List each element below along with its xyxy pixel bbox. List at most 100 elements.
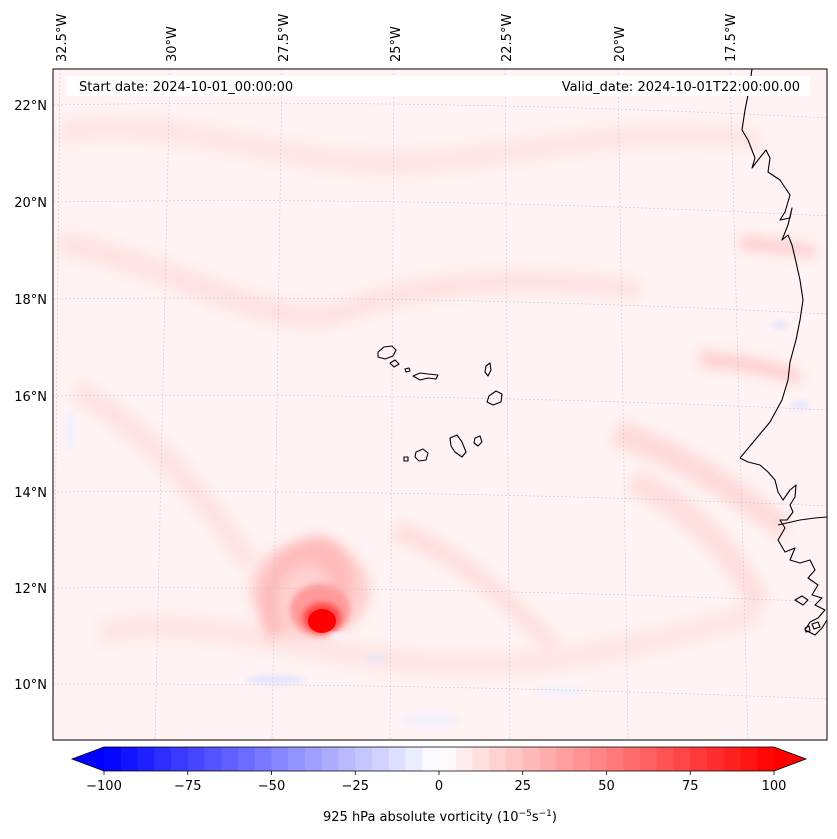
colorbar-segment [221,747,239,771]
island-sal [484,362,492,377]
map-panel: Start date: 2024-10-01_00:00:00 Valid_da… [52,68,828,741]
colorbar-ticks: −100 −75 −50 −25 0 25 50 75 100 [86,771,786,794]
colorbar-label-exp2: −1 [539,809,552,819]
lon-label-25W: 25°W [389,26,404,62]
colorbar-segment [455,747,473,771]
colorbar-segment [154,747,172,771]
island-sao-nicolau [412,372,439,381]
colorbar-segment [305,747,323,771]
colorbar-segment [506,747,524,771]
colorbar-segment [606,747,624,771]
colorbar-segment [355,747,373,771]
negative-vorticity-patch [535,685,585,695]
negative-vorticity-patch [245,675,305,685]
colorbar-label: 925 hPa absolute vorticity (10−5s−1) [323,809,557,825]
coast-gambia-inlet [777,516,828,526]
colorbar-segment [656,747,674,771]
vorticity-band [610,420,790,540]
colorbar-extend-min [72,747,104,771]
coast-senegal [739,457,828,636]
info-bar-background [66,76,810,96]
island-sao-vicente [389,359,400,368]
latitude-labels: 22°N 20°N 18°N 16°N 14°N 12°N 10°N [14,99,47,693]
cyclone-vortex [250,536,370,640]
colorbar-segment [254,747,272,771]
island-santo-antao [377,345,397,360]
lon-label-22-5W: 22.5°W [500,14,515,62]
colorbar-segment [723,747,741,771]
colorbar-segment [104,747,122,771]
negative-vorticity-patch [790,400,810,410]
colorbar-segment [388,747,406,771]
lat-label-10N: 10°N [14,678,47,693]
lat-label-14N: 14°N [14,486,47,501]
colorbar-segment [405,747,423,771]
lat-label-22N: 22°N [14,99,47,114]
colorbar-segment [539,747,557,771]
colorbar-segment [372,747,390,771]
start-date-label: Start date: 2024-10-01_00:00:00 [79,80,293,95]
colorbar-segment [472,747,490,771]
colorbar-segment [589,747,607,771]
vorticity-band [390,520,560,650]
colorbar-segment [673,747,691,771]
colorbar-segment [757,747,775,771]
colorbar-segment [640,747,658,771]
colorbar-segment [740,747,758,771]
colorbar-segment [489,747,507,771]
colorbar-segment [137,747,155,771]
colorbar-tick-label: −100 [86,779,122,794]
colorbar-segment [623,747,641,771]
longitude-labels: 32.5°W 30°W 27.5°W 25°W 22.5°W 20°W 17.5… [55,14,739,62]
colorbar-segment [338,747,356,771]
vorticity-shading [60,115,815,726]
colorbar-segment [120,747,138,771]
colorbar-label-exp1: −5 [519,809,532,819]
colorbar-label-mid: s [532,810,539,825]
colorbar-segment [522,747,540,771]
colorbar-segment [271,747,289,771]
vorticity-band [60,115,760,177]
valid-date-label: Valid_date: 2024-10-01T22:00:00.00 [562,80,800,95]
colorbar-tick-label: −50 [258,779,285,794]
colorbar-segment [321,747,339,771]
vortex-core [308,609,336,633]
colorbar-segment [556,747,574,771]
colorbar-tick-label: 100 [762,779,787,794]
coast-bijagos [794,595,821,633]
colorbar-segment [439,747,457,771]
negative-vorticity-patch [65,410,75,450]
colorbar-segment [171,747,189,771]
island-santiago [449,434,467,458]
cape-verde-islands [377,345,503,462]
colorbar-segment [204,747,222,771]
colorbar-segments [104,747,775,771]
colorbar-extend-max [774,747,806,771]
lat-label-16N: 16°N [14,390,47,405]
island-maio [473,435,483,447]
colorbar-tick-label: 0 [435,779,443,794]
vorticity-band [60,230,640,329]
vorticity-band [740,235,815,258]
lat-label-18N: 18°N [14,293,47,308]
colorbar-segment [187,747,205,771]
island-santa-luzia [404,367,411,373]
vorticity-band [100,600,760,678]
map-border [52,68,828,741]
colorbar-label-text: 925 hPa absolute vorticity (10 [323,810,519,825]
colorbar: −100 −75 −50 −25 0 25 50 75 100 925 hPa absolute… [70,746,808,825]
colorbar-label-close: ) [552,810,557,825]
lat-label-20N: 20°N [14,196,47,211]
vorticity-band [625,470,770,610]
colorbar-tick-label: −25 [342,779,369,794]
lon-label-30W: 30°W [165,26,180,62]
lon-label-27-5W: 27.5°W [277,14,292,62]
lon-label-20W: 20°W [613,26,628,62]
coast-mauritania [739,68,804,459]
colorbar-tick-label: 75 [682,779,699,794]
lat-label-12N: 12°N [14,582,47,597]
colorbar-tick-label: −75 [174,779,201,794]
colorbar-tick-label: 25 [514,779,531,794]
negative-vorticity-patch [400,714,460,726]
colorbar-segment [288,747,306,771]
